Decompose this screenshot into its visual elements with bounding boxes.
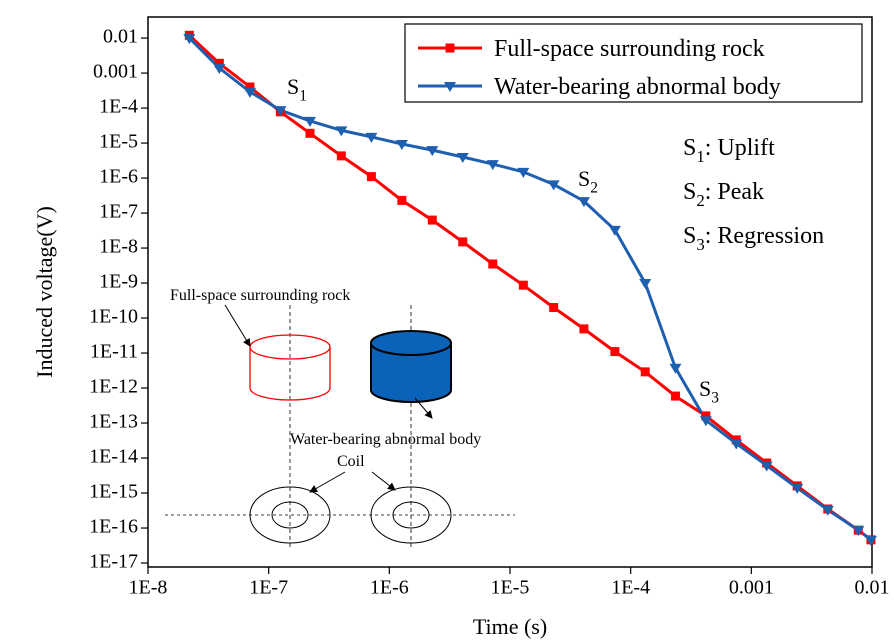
x-tick-label: 0.001 <box>729 577 774 599</box>
marker <box>518 280 528 290</box>
symbol: S <box>683 223 696 249</box>
marker <box>488 259 498 269</box>
marker <box>458 237 468 247</box>
x-tick-label: 1E-7 <box>249 577 288 599</box>
inset-diagram <box>165 304 515 548</box>
marker <box>365 132 378 143</box>
subscript: 2 <box>590 180 598 197</box>
x-tick-label: 1E-6 <box>370 577 409 599</box>
symbol: S <box>699 376 711 401</box>
marker <box>303 116 316 127</box>
marker <box>213 63 226 74</box>
subscript: 1 <box>299 88 307 105</box>
x-tick-label: 1E-8 <box>129 577 168 599</box>
y-tick-label: 1E-12 <box>89 376 138 398</box>
marker <box>699 416 712 427</box>
x-axis-label: Time (s) <box>473 614 547 639</box>
subscript: 2 <box>696 191 704 210</box>
y-tick-label: 0.01 <box>103 26 138 48</box>
symbol: S <box>683 179 696 205</box>
y-tick-label: 1E-11 <box>90 341 138 363</box>
marker <box>183 34 196 45</box>
marker <box>335 126 348 137</box>
symbol: S <box>578 166 590 191</box>
y-tick-label: 1E-6 <box>99 166 138 188</box>
annotation: S2 <box>578 166 598 197</box>
subscript: 1 <box>696 147 704 166</box>
subscript: 3 <box>696 235 704 254</box>
marker <box>426 146 439 157</box>
marker <box>444 82 456 92</box>
y-tick-label: 1E-16 <box>89 516 138 538</box>
marker <box>791 483 804 494</box>
annotation: S3 <box>699 376 719 407</box>
y-tick-label: 1E-14 <box>89 446 138 468</box>
marker <box>445 43 455 53</box>
marker <box>640 367 650 377</box>
inset-label: Coil <box>337 453 365 470</box>
legend-label: Water-bearing abnormal body <box>494 74 781 100</box>
note-text: : Peak <box>705 179 764 205</box>
marker <box>701 411 711 421</box>
y-tick-label: 0.001 <box>93 61 138 83</box>
marker <box>579 324 589 334</box>
y-axis-label: Induced voltage(V) <box>32 206 57 378</box>
symbol: S <box>287 74 299 99</box>
marker <box>669 363 682 374</box>
symbol: S <box>683 135 696 161</box>
marker <box>670 391 680 401</box>
note: S1: Uplift <box>683 135 775 166</box>
y-tick-label: 1E-13 <box>89 411 138 433</box>
marker <box>821 505 834 516</box>
y-tick-label: 1E-5 <box>99 131 138 153</box>
marker <box>336 151 346 161</box>
marker <box>456 152 469 163</box>
marker <box>245 82 255 92</box>
y-tick-label: 1E-7 <box>99 201 138 223</box>
marker <box>549 303 559 313</box>
marker <box>305 128 315 138</box>
x-tick-label: 0.01 <box>855 577 890 599</box>
note-text: : Regression <box>705 223 824 249</box>
inset-label: Water-bearing abnormal body <box>290 431 481 448</box>
marker <box>397 195 407 205</box>
marker <box>243 87 256 98</box>
subscript: 3 <box>711 390 719 407</box>
marker <box>486 160 499 171</box>
marker <box>274 106 287 117</box>
marker <box>730 439 743 450</box>
marker <box>517 167 530 178</box>
y-tick-label: 1E-9 <box>99 271 138 293</box>
y-tick-label: 1E-15 <box>89 481 138 503</box>
note: S3: Regression <box>683 223 824 254</box>
y-tick-label: 1E-17 <box>89 551 138 573</box>
series-line <box>188 37 872 541</box>
y-tick-label: 1E-10 <box>89 306 138 328</box>
legend-label: Full-space surrounding rock <box>494 36 765 62</box>
note-text: : Uplift <box>705 135 775 161</box>
marker <box>214 58 224 68</box>
inset-label: Full-space surrounding rock <box>170 287 350 304</box>
marker <box>366 172 376 182</box>
marker <box>610 347 620 357</box>
marker <box>864 535 877 546</box>
marker <box>427 215 437 225</box>
marker <box>608 225 621 236</box>
marker <box>395 140 408 151</box>
note: S2: Peak <box>683 179 764 210</box>
legend-box <box>404 23 863 103</box>
annotation: S1 <box>287 74 307 105</box>
marker <box>760 461 773 472</box>
marker <box>852 526 865 537</box>
marker <box>577 197 590 208</box>
y-tick-label: 1E-8 <box>99 236 138 258</box>
y-tick-label: 1E-4 <box>99 96 138 118</box>
x-tick-label: 1E-5 <box>491 577 530 599</box>
series-line <box>188 34 872 541</box>
marker <box>639 279 652 290</box>
marker <box>547 180 560 191</box>
x-tick-label: 1E-4 <box>611 577 650 599</box>
